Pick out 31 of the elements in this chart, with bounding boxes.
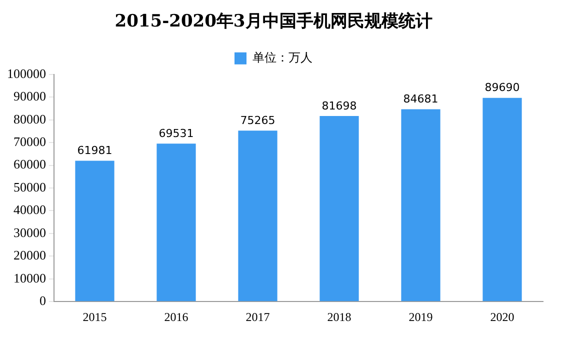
legend-label: 单位：万人 [252, 50, 312, 65]
bar [75, 160, 114, 302]
y-tick-label: 70000 [14, 134, 46, 149]
y-tick-label: 20000 [14, 248, 46, 263]
y-tick-label: 90000 [14, 88, 46, 104]
y-tick-label: 50000 [14, 179, 46, 194]
y-tick-label: 10000 [14, 270, 46, 286]
x-tick-label: 2019 [408, 310, 433, 324]
bar [238, 130, 278, 302]
bar [156, 144, 196, 302]
y-tick-label: 40000 [14, 202, 46, 218]
bar [401, 109, 440, 302]
x-tick-label: 2018 [327, 310, 352, 324]
data-label: 81698 [322, 99, 357, 112]
y-tick-label: 80000 [14, 111, 46, 126]
y-tick-label: 100000 [7, 66, 46, 81]
data-label: 75265 [240, 114, 276, 127]
y-tick-label: 60000 [14, 156, 46, 172]
y-tick-label: 0 [40, 293, 46, 308]
x-tick-label: 2020 [490, 310, 514, 324]
x-tick-label: 2017 [246, 310, 270, 324]
data-label: 69531 [158, 126, 194, 140]
data-label: 89690 [484, 81, 520, 94]
bar [320, 116, 359, 302]
x-tick-label: 2015 [82, 310, 107, 324]
data-label: 61981 [77, 144, 112, 158]
chart-title: 2015-2020年3月中国手机网民规模统计 [114, 12, 432, 32]
bar [482, 98, 522, 302]
data-label: 84681 [403, 92, 438, 106]
y-tick-label: 30000 [14, 224, 46, 240]
x-tick-label: 2016 [164, 310, 188, 324]
